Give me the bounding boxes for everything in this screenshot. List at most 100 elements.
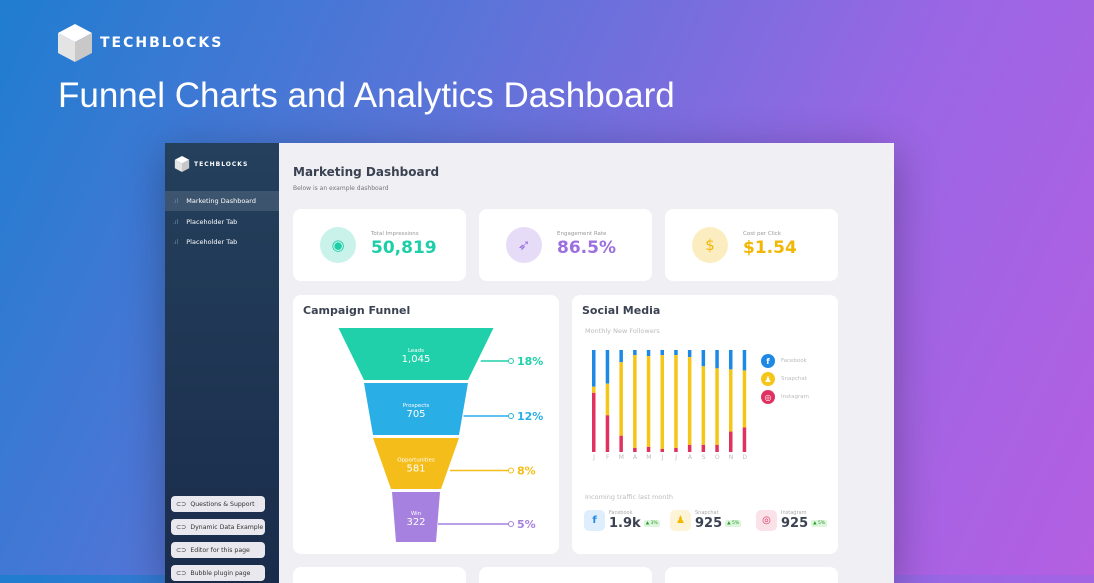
month-tick-label: O: [714, 454, 720, 461]
dynamic-data-example-button[interactable]: ⊂⊃ Dynamic Data Example: [171, 519, 265, 535]
funnel-stage-label: Opportunities: [397, 458, 435, 464]
bar-instagram-9: [715, 444, 719, 452]
bar-instagram-6: [674, 447, 678, 452]
button-label: Bubble plugin page: [190, 569, 251, 577]
snapchat-icon: ♟: [670, 510, 691, 531]
funnel-dot: [508, 358, 514, 364]
link-icon: ⊂⊃: [176, 500, 187, 508]
traffic-value: 1.9k: [609, 516, 641, 531]
month-tick-label: A: [633, 454, 638, 461]
kpi-card: ➶ Engagement Rate 86.5%: [479, 209, 652, 281]
sidebar-brand-text: TECHBLOCKS: [194, 160, 249, 168]
month-tick-label: J: [593, 454, 595, 461]
traffic-item: ◎ Instagram 925 ▲ 5%: [756, 510, 828, 531]
questions-support-button[interactable]: ⊂⊃ Questions & Support: [171, 496, 265, 512]
page-title: Marketing Dashboard: [293, 165, 440, 179]
bubble-plugin-button[interactable]: ⊂⊃ Bubble plugin page: [171, 565, 265, 581]
funnel-stage-percent: 18%: [517, 355, 543, 368]
bar-facebook-11: [742, 350, 747, 371]
bar-instagram-2: [619, 435, 623, 452]
funnel-stage-percent: 5%: [517, 518, 536, 531]
month-tick-label: D: [742, 454, 747, 461]
bar-snapchat-10: [729, 369, 733, 432]
bar-instagram-11: [742, 427, 747, 452]
kpi-value: 86.5%: [557, 238, 616, 258]
legend-label: Facebook: [781, 358, 807, 364]
page-headline: Funnel Charts and Analytics Dashboard: [58, 76, 675, 115]
funnel-stage-label: Leads: [408, 348, 424, 354]
social-media-card: Social Media Monthly New Followers J F M A M…: [572, 295, 838, 554]
kpi-value: 50,819: [371, 238, 437, 258]
traffic-item: ♟ Snapchat 925 ▲ 5%: [670, 510, 742, 531]
sidebar-item-placeholder-1[interactable]: .ıl Placeholder Tab: [165, 212, 279, 232]
instagram-icon: ◎: [761, 390, 775, 404]
bar-facebook-10: [729, 350, 733, 370]
traffic-label: Instagram: [781, 510, 807, 516]
eye-icon: ◉: [320, 227, 356, 263]
traffic-label: Facebook: [609, 510, 633, 516]
bar-snapchat-6: [674, 355, 678, 448]
funnel-stage-win: [392, 492, 440, 542]
bar-snapchat-8: [701, 366, 706, 445]
bar-snapchat-0: [592, 386, 596, 393]
bar-facebook-5: [660, 350, 664, 356]
kpi-label: Total Impressions: [371, 231, 419, 237]
traffic-item: f Facebook 1.9k ▲ 3%: [584, 510, 660, 531]
kpi-label: Cost per Click: [743, 231, 781, 237]
bar-facebook-1: [605, 350, 610, 384]
funnel-stage-value: 1,045: [402, 354, 431, 365]
legend-item: ◎ Instagram: [761, 390, 809, 404]
bar-snapchat-4: [646, 356, 651, 447]
bar-facebook-2: [619, 350, 623, 363]
sidebar: TECHBLOCKS .ıl Marketing Dashboard .ıl Pla…: [165, 143, 279, 583]
sidebar-item-marketing-dashboard[interactable]: .ıl Marketing Dashboard: [165, 191, 279, 211]
button-label: Editor for this page: [190, 546, 250, 554]
bar-chart-icon: .ıl: [173, 238, 179, 246]
link-icon: ⊂⊃: [176, 523, 187, 531]
bar-instagram-0: [592, 392, 596, 452]
month-tick-label: J: [675, 454, 678, 461]
traffic-change-badge: ▲ 3%: [643, 520, 660, 527]
funnel-stage-leads: [338, 328, 494, 380]
bar-instagram-1: [605, 415, 610, 452]
bar-instagram-5: [660, 448, 664, 452]
funnel-stage-percent: 8%: [517, 465, 536, 478]
link-icon: ⊂⊃: [176, 569, 187, 577]
instagram-icon: ◎: [756, 510, 777, 531]
bottom-card: [665, 567, 838, 583]
traffic-value: 925: [695, 516, 723, 531]
bar-facebook-7: [687, 350, 692, 358]
bar-facebook-0: [592, 350, 596, 387]
funnel-stage-prospects: [364, 383, 468, 435]
bar-snapchat-3: [633, 355, 637, 448]
chart-subtitle: Monthly New Followers: [585, 327, 660, 335]
funnel-stage-percent: 12%: [517, 410, 543, 423]
funnel-dot: [508, 413, 514, 419]
sidebar-item-label: Placeholder Tab: [186, 238, 238, 246]
funnel-stage-label: Prospects: [403, 403, 430, 409]
traffic-title: Incoming traffic last month: [585, 493, 674, 501]
bar-instagram-8: [701, 444, 706, 452]
month-tick-label: N: [728, 454, 734, 461]
sidebar-item-label: Marketing Dashboard: [186, 197, 256, 205]
sidebar-item-placeholder-2[interactable]: .ıl Placeholder Tab: [165, 232, 279, 252]
dashboard-window: TECHBLOCKS .ıl Marketing Dashboard .ıl Pla…: [165, 143, 894, 583]
month-tick-label: A: [687, 454, 692, 461]
bar-snapchat-1: [605, 383, 610, 416]
cursor-icon: ➶: [506, 227, 542, 263]
editor-page-button[interactable]: ⊂⊃ Editor for this page: [171, 542, 265, 558]
month-tick-label: J: [661, 454, 664, 461]
brand-name: TECHBLOCKS: [100, 35, 224, 51]
bar-facebook-6: [674, 350, 678, 356]
page-subtitle: Below is an example dashboard: [293, 185, 389, 192]
kpi-value: $1.54: [743, 238, 797, 258]
funnel-stage-value: 581: [406, 464, 425, 475]
funnel-stage-value: 705: [406, 409, 425, 420]
cube-logo-icon: [58, 24, 92, 62]
bar-snapchat-7: [687, 357, 692, 445]
legend-label: Snapchat: [781, 376, 807, 382]
traffic-value: 925: [781, 516, 809, 531]
bar-instagram-7: [687, 444, 692, 452]
bar-instagram-4: [646, 446, 651, 452]
